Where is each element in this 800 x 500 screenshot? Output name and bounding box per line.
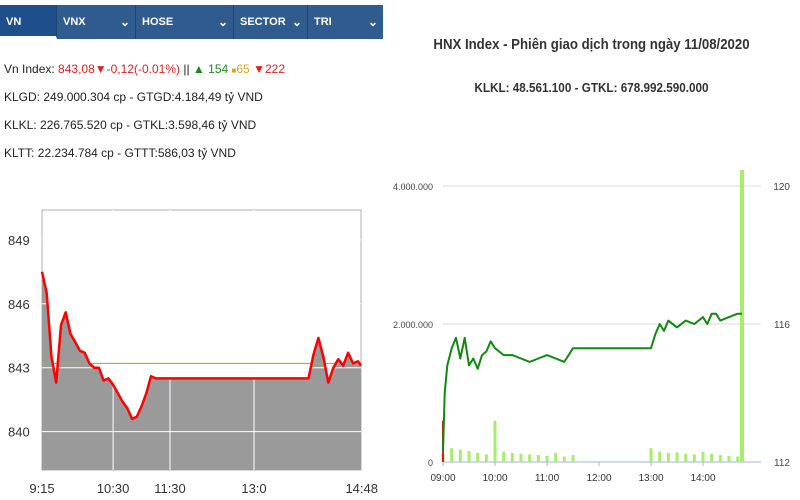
chevron-down-icon: ⌄: [367, 15, 378, 29]
x-tick-label: 14:00: [690, 473, 715, 484]
volume-bar: [476, 453, 480, 462]
x-tick-label: 12:00: [586, 473, 611, 484]
volume-bar: [710, 453, 714, 462]
volume-bar: [727, 455, 731, 462]
y-right-tick-label: 120: [773, 182, 790, 193]
down-arrow-icon: ▼: [94, 62, 107, 76]
unchanged-count: 65: [236, 62, 250, 76]
tab-label: VNX: [63, 16, 86, 28]
volume-bar: [666, 453, 670, 462]
index-prefix: Vn Index:: [4, 62, 59, 76]
y-left-tick-label: 4.000.000: [393, 182, 433, 192]
tab-vn-index[interactable]: VN INDEX: [0, 5, 57, 62]
tab-label: TRI: [314, 16, 332, 28]
tab-hose[interactable]: HOSE ⌄: [136, 5, 234, 39]
volume-bar: [536, 455, 540, 462]
volume-bar: [502, 451, 506, 462]
hnx-chart-title: HNX Index - Phiên giao dịch trong ngày 1…: [433, 36, 750, 53]
tab-label: VN INDEX: [6, 16, 40, 62]
down-arrow-icon: ▼: [253, 62, 265, 76]
volume-bar: [571, 455, 575, 462]
x-tick-label: 14:48: [345, 481, 378, 496]
volume-bar: [510, 453, 514, 462]
flat-square-icon: ■: [231, 66, 237, 75]
volume-bar: [484, 454, 488, 462]
tab-tri[interactable]: TRI ⌄: [308, 5, 383, 39]
y-right-tick-label: 112: [774, 458, 790, 469]
y-tick-label: 846: [8, 297, 30, 312]
vn-index-panel: VN INDEX VNX ⌄ HOSE ⌄ SECTOR ⌄ TRI ⌄ Vn Inde…: [0, 0, 383, 500]
y-right-tick-label: 116: [774, 320, 790, 331]
tab-vnx[interactable]: VNX ⌄: [57, 5, 136, 39]
klkl-line: KLKL: 226.765.520 cp - GTKL:3.598,46 tỷ …: [4, 118, 257, 132]
volume-bar: [718, 455, 722, 462]
index-change: -0,12(-0.01%): [106, 62, 181, 76]
decliners-count: 222: [264, 62, 285, 76]
x-tick-label: 11:30: [154, 481, 186, 496]
kltt-line: KLTT: 22.234.784 cp - GTTT:586,03 tỷ VND: [4, 146, 236, 160]
volume-bar: [684, 453, 688, 462]
tab-label: SECTOR: [240, 16, 286, 28]
volume-bar: [649, 448, 653, 462]
market-tabs: VN INDEX VNX ⌄ HOSE ⌄ SECTOR ⌄ TRI ⌄: [0, 5, 383, 62]
hnx-index-chart: 4.000.000 2.000.000 0 120 116 112 09:00 10:00 11…: [393, 170, 790, 484]
index-line: [442, 312, 742, 452]
vn-index-chart: 849 846 843 840 9:15 10:30 11:30 13:0 14:48: [8, 209, 378, 496]
klgd-line: KLGD: 249.000.304 cp - GTGD:4.184,49 tỷ …: [4, 90, 263, 104]
volume-bar: [701, 451, 705, 462]
x-tick-label: 13:0: [241, 481, 266, 496]
chevron-down-icon: ⌄: [217, 15, 228, 29]
hnx-index-panel: HNX Index - Phiên giao dịch trong ngày 1…: [383, 0, 800, 500]
y-left-tick-label: 2.000.000: [393, 320, 433, 330]
x-tick-label: 10:30: [97, 481, 130, 496]
chevron-down-icon: ⌄: [119, 15, 130, 29]
volume-bar: [493, 420, 497, 462]
x-tick-label: 11:00: [535, 473, 560, 484]
y-tick-label: 840: [8, 425, 30, 440]
chevron-down-icon: ⌄: [291, 15, 302, 29]
volume-bar: [675, 452, 679, 462]
volume-bar: [562, 456, 566, 462]
vn-index-summary: Vn Index: 843,08▼-0,12(-0.01%) || ▲ 154 …: [4, 62, 285, 76]
volume-bar: [467, 450, 471, 462]
x-tick-label: 13:00: [638, 473, 663, 484]
up-arrow-icon: ▲: [192, 62, 205, 76]
x-tick-label: 10:00: [482, 473, 507, 484]
volume-bar: [528, 454, 532, 462]
index-area-fill: [42, 271, 361, 470]
y-tick-label: 849: [8, 233, 30, 248]
y-tick-label: 843: [8, 361, 30, 376]
index-line: [40, 271, 363, 421]
tab-sector[interactable]: SECTOR ⌄: [234, 5, 308, 39]
volume-bar: [658, 451, 662, 462]
x-tick-label: 9:15: [29, 481, 54, 496]
volume-bar: [545, 455, 549, 462]
y-left-tick-label: 0: [428, 458, 433, 468]
separator: ||: [180, 62, 193, 76]
volume-bar: [458, 449, 462, 462]
volume-bar: [740, 170, 744, 463]
hnx-chart-subtitle: KLKL: 48.561.100 - GTKL: 678.992.590.000: [474, 80, 709, 95]
index-value: 843,08: [58, 62, 95, 76]
volume-bar: [736, 456, 740, 462]
advancers-count: 154: [208, 62, 229, 76]
volume-bar: [450, 448, 454, 462]
volume-bar: [692, 454, 696, 462]
volume-bar: [554, 453, 558, 462]
x-tick-label: 09:00: [430, 473, 455, 484]
tab-label: HOSE: [142, 16, 174, 28]
volume-bar: [519, 453, 523, 462]
